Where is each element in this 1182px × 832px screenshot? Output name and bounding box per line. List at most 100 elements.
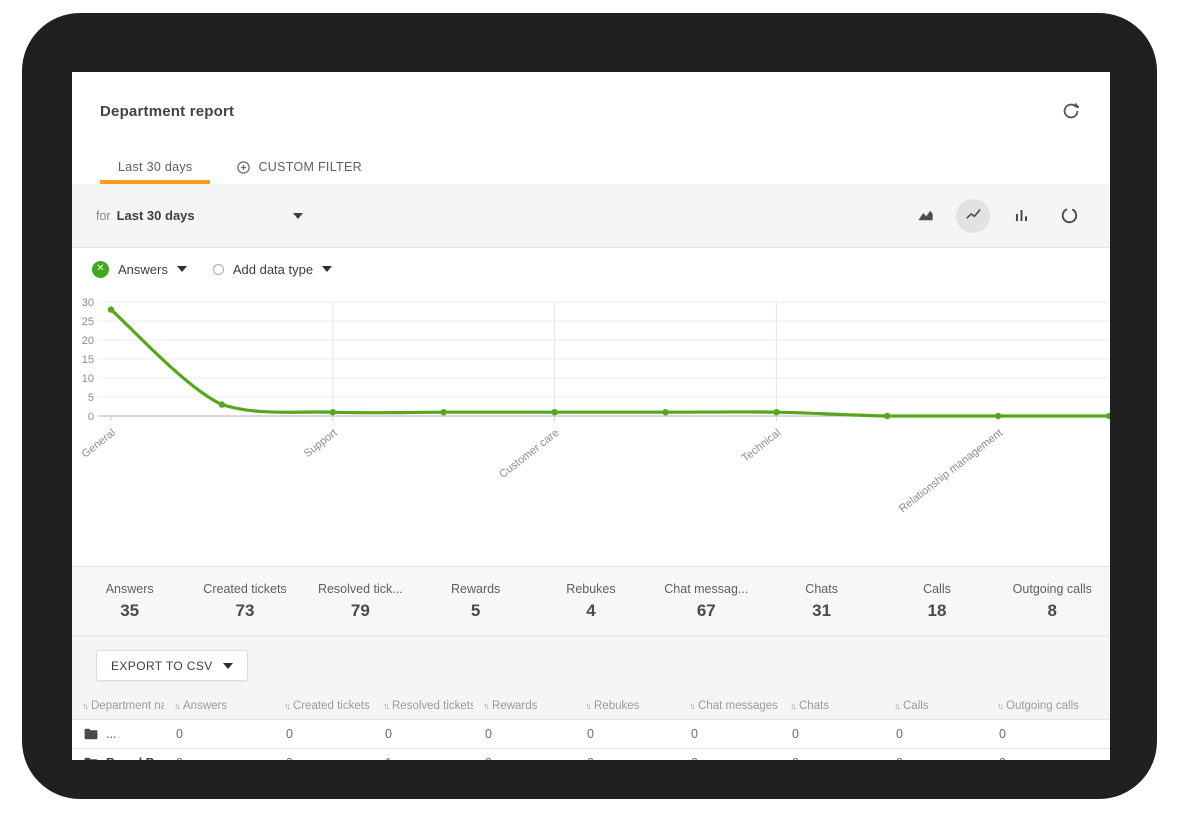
refresh-icon[interactable] xyxy=(1060,100,1082,122)
table-cell: 0 xyxy=(385,727,392,741)
tab-custom-filter-label: CUSTOM FILTER xyxy=(258,160,362,174)
department-name-cell[interactable]: Brand B xyxy=(72,749,164,760)
table-cell: 0 xyxy=(274,749,373,760)
answers-line-chart: 0 5 10 15 20 25 30 General Support Customer care T… xyxy=(72,290,1110,536)
table-cell: 0 xyxy=(286,727,293,741)
svg-text:15: 15 xyxy=(82,354,94,366)
chevron-down-icon xyxy=(322,266,333,272)
table-row[interactable]: ... 0 0 0 0 0 0 0 0 0 xyxy=(72,719,1110,749)
stat-answers: Answers 35 xyxy=(105,581,154,620)
active-tab-underline xyxy=(100,180,211,184)
svg-text:10: 10 xyxy=(82,373,94,385)
chevron-down-icon xyxy=(292,212,303,219)
svg-text:20: 20 xyxy=(82,335,94,347)
report-header: Department report xyxy=(72,72,1110,150)
svg-text:30: 30 xyxy=(82,297,94,309)
table-cell: 0 xyxy=(884,749,987,760)
remove-series-icon[interactable]: ✕ xyxy=(92,260,109,278)
svg-text:Customer care: Customer care xyxy=(497,427,561,481)
circled-plus-icon xyxy=(236,160,251,175)
col-rebukes[interactable]: ↑↓ Rebukes xyxy=(585,700,640,712)
col-chat-messages[interactable]: ↑↓ Chat messages xyxy=(689,700,778,712)
table-cell: 0 xyxy=(473,749,575,760)
filter-bar: for Last 30 days xyxy=(72,184,1110,248)
sort-icon: ↑↓ xyxy=(174,701,181,711)
export-to-csv-button[interactable]: EXPORT TO CSV xyxy=(96,650,248,681)
line-chart: 0 5 10 15 20 25 30 General Support Customer care T… xyxy=(80,297,1110,515)
stat-chats: Chats 31 xyxy=(805,581,838,620)
svg-text:Relationship management: Relationship management xyxy=(897,427,1005,515)
area-chart-icon xyxy=(917,210,933,221)
col-department-name[interactable]: ↑↓Department name xyxy=(82,700,164,712)
folder-icon xyxy=(84,757,98,760)
tab-custom-filter[interactable]: CUSTOM FILTER xyxy=(234,150,363,184)
table-cell: 1 xyxy=(373,749,473,760)
svg-text:25: 25 xyxy=(82,316,94,328)
svg-text:Technical: Technical xyxy=(740,427,784,465)
table-cell: 0 xyxy=(987,749,1110,760)
add-data-type-label: Add data type xyxy=(232,261,314,277)
period-select-value: Last 30 days xyxy=(116,208,195,223)
export-row: EXPORT TO CSV xyxy=(72,636,1110,693)
area-chart-button[interactable] xyxy=(908,199,942,233)
table-cell: 0 xyxy=(679,749,780,760)
period-select[interactable]: for Last 30 days xyxy=(96,208,303,223)
col-chats[interactable]: ↑↓ Chats xyxy=(790,700,830,712)
series-chip-answers[interactable]: ✕ Answers xyxy=(92,260,187,278)
table-header-row: ↑↓Department name ↑↓Answers ↑↓Created ti… xyxy=(72,693,1110,720)
line-chart-button[interactable] xyxy=(956,198,990,233)
svg-text:0: 0 xyxy=(88,411,94,423)
stat-rebukes: Rebukes 4 xyxy=(566,581,616,620)
summary-stats-row: Answers 35 Created tickets 73 Resolved t… xyxy=(72,566,1110,636)
col-calls[interactable]: ↑↓ Calls xyxy=(894,700,929,712)
stat-outgoing-calls: Outgoing calls 8 xyxy=(1012,581,1092,620)
table-cell: 0 xyxy=(999,727,1006,741)
series-chip-label: Answers xyxy=(118,261,168,277)
bar-chart-icon xyxy=(1015,209,1027,222)
col-created-tickets[interactable]: ↑↓ Created tickets xyxy=(284,700,370,712)
chevron-down-icon xyxy=(176,266,187,272)
table-row[interactable]: Brand B001000000 xyxy=(72,748,1110,760)
tab-last-30-days[interactable]: Last 30 days xyxy=(100,150,211,184)
col-outgoing-calls[interactable]: ↑↓ Outgoing calls xyxy=(997,700,1079,712)
empty-radio-icon xyxy=(212,263,224,275)
table-cell: 0 xyxy=(587,727,594,741)
department-report-panel: Department report Last 30 days CUSTOM FI… xyxy=(72,72,1110,760)
table-cell: 0 xyxy=(575,749,679,760)
sort-icon: ↑↓ xyxy=(585,701,592,711)
period-select-prefix: for xyxy=(96,209,111,223)
department-name-cell[interactable]: ... xyxy=(72,720,164,748)
sort-icon: ↑↓ xyxy=(790,701,797,711)
col-resolved-tickets[interactable]: ↑↓ Resolved tickets xyxy=(383,700,473,712)
report-tabs: Last 30 days CUSTOM FILTER xyxy=(72,150,1110,184)
add-data-type[interactable]: Add data type xyxy=(212,261,333,277)
table-cell: 0 xyxy=(792,727,799,741)
sort-icon: ↑↓ xyxy=(997,701,1004,711)
svg-text:Support: Support xyxy=(302,427,340,460)
export-to-csv-label: EXPORT TO CSV xyxy=(111,658,213,673)
sort-icon: ↑↓ xyxy=(689,701,696,711)
folder-icon xyxy=(84,728,98,740)
line-chart-icon xyxy=(965,209,981,219)
donut-chart-icon xyxy=(1061,208,1077,224)
svg-text:5: 5 xyxy=(88,392,94,404)
svg-text:General: General xyxy=(80,427,118,461)
bar-chart-button[interactable] xyxy=(1004,199,1038,233)
stat-chat-messages: Chat messag... 67 xyxy=(664,581,749,620)
table-cell: 0 xyxy=(485,727,492,741)
col-rewards[interactable]: ↑↓ Rewards xyxy=(483,700,538,712)
sort-icon: ↑↓ xyxy=(894,701,901,711)
chart-type-switcher xyxy=(908,198,1086,233)
donut-chart-button[interactable] xyxy=(1052,199,1086,233)
sort-icon: ↑↓ xyxy=(483,701,490,711)
col-answers[interactable]: ↑↓ Answers xyxy=(174,700,228,712)
series-bar: ✕ Answers Add data type xyxy=(72,248,1110,290)
table-cell: 0 xyxy=(896,727,903,741)
stat-resolved-tickets: Resolved tick... 79 xyxy=(317,581,403,620)
stat-rewards: Rewards 5 xyxy=(450,581,501,620)
stat-calls: Calls 18 xyxy=(923,581,951,620)
page-title: Department report xyxy=(100,103,235,120)
chevron-down-icon xyxy=(222,662,233,669)
table-cell: 0 xyxy=(691,727,698,741)
chart-bottom-spacer xyxy=(72,536,1110,566)
